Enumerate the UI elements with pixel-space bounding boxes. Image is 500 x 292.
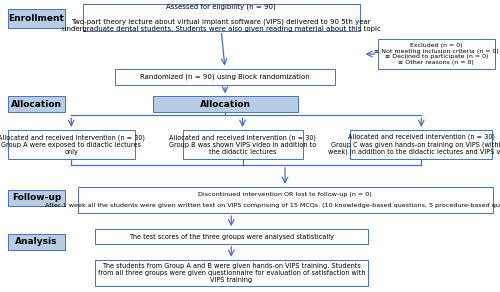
Text: Allocation: Allocation xyxy=(200,100,250,109)
FancyBboxPatch shape xyxy=(8,130,135,159)
Text: Excluded (n = 0)
≡ Not meeting inclusion criteria (n = 0)
≡ Declined to particip: Excluded (n = 0) ≡ Not meeting inclusion… xyxy=(374,43,498,65)
FancyBboxPatch shape xyxy=(182,130,302,159)
FancyBboxPatch shape xyxy=(8,9,65,28)
Text: Assessed for eligibility (n = 90)

Two-part theory lecture about virtual implant: Assessed for eligibility (n = 90) Two-pa… xyxy=(62,4,380,32)
Text: The test scores of the three groups were analysed statistically: The test scores of the three groups were… xyxy=(129,234,334,239)
FancyBboxPatch shape xyxy=(152,96,298,112)
FancyBboxPatch shape xyxy=(8,190,65,206)
Text: Analysis: Analysis xyxy=(15,237,58,246)
FancyBboxPatch shape xyxy=(115,69,335,85)
FancyBboxPatch shape xyxy=(95,229,367,244)
FancyBboxPatch shape xyxy=(378,39,495,69)
FancyBboxPatch shape xyxy=(8,96,65,112)
FancyBboxPatch shape xyxy=(95,260,367,286)
Text: Allocated and received intervention (n = 30)
Group A were exposed to didactic le: Allocated and received intervention (n =… xyxy=(0,134,144,155)
Text: Allocated and received intervention (n = 30)
Group B was shown VIPS video in add: Allocated and received intervention (n =… xyxy=(169,134,316,155)
FancyBboxPatch shape xyxy=(350,130,492,159)
Text: The students from Group A and B were given hands-on VIPS training. Students
from: The students from Group A and B were giv… xyxy=(98,263,365,283)
FancyBboxPatch shape xyxy=(82,4,360,31)
Text: Randomized (n = 90) using Block randomization: Randomized (n = 90) using Block randomiz… xyxy=(140,73,310,80)
Text: Discontinued intervention OR lost to follow-up (n = 0)

After 1 week all the stu: Discontinued intervention OR lost to fol… xyxy=(44,192,500,208)
Text: Enrollment: Enrollment xyxy=(8,14,64,23)
Text: Follow-up: Follow-up xyxy=(12,193,61,202)
Text: Allocation: Allocation xyxy=(11,100,62,109)
FancyBboxPatch shape xyxy=(78,187,492,213)
FancyBboxPatch shape xyxy=(8,234,65,250)
Text: Allocated and received intervention (n = 30)
Group C was given hands-on training: Allocated and received intervention (n =… xyxy=(328,134,500,155)
